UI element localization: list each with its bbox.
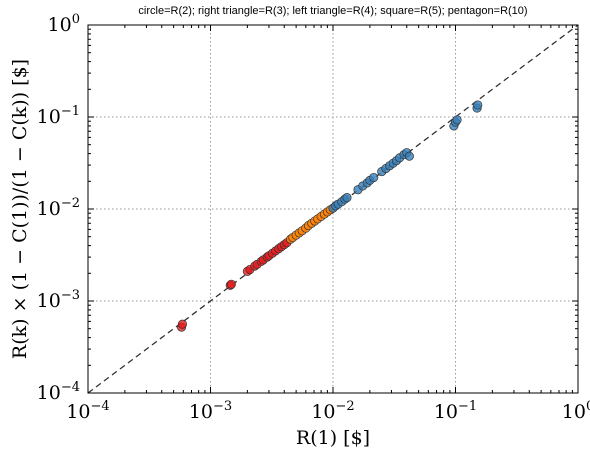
data-point [404, 151, 414, 161]
reference-line [87, 24, 579, 394]
y-tick-label: 10−2 [37, 196, 80, 220]
data-point [369, 172, 379, 183]
y-axis-label: R(k) × (1 − C(1))/(1 − C(k)) [$] [9, 59, 31, 359]
y-tick-label: 10−1 [37, 104, 80, 128]
data-points [176, 100, 483, 332]
y-tick-label: 10−4 [37, 380, 80, 404]
y-tick-label: 100 [48, 12, 80, 36]
data-point [452, 115, 462, 125]
data-point [226, 279, 236, 289]
axis-ticks [87, 24, 579, 394]
data-point [177, 319, 187, 329]
chart-title: circle=R(2); right triangle=R(3); left t… [138, 5, 527, 17]
reference-line-group [87, 24, 579, 394]
x-tick-label: 10−1 [434, 399, 477, 423]
x-tick-label: 10−3 [189, 399, 232, 423]
x-tick-label: 10−4 [66, 399, 109, 423]
x-axis-label: R(1) [$] [296, 427, 370, 449]
data-point [342, 193, 352, 203]
x-tick-label: 10−2 [311, 399, 354, 423]
y-tick-label: 10−3 [37, 288, 80, 312]
data-point [473, 100, 483, 110]
x-tick-label: 100 [562, 399, 590, 423]
